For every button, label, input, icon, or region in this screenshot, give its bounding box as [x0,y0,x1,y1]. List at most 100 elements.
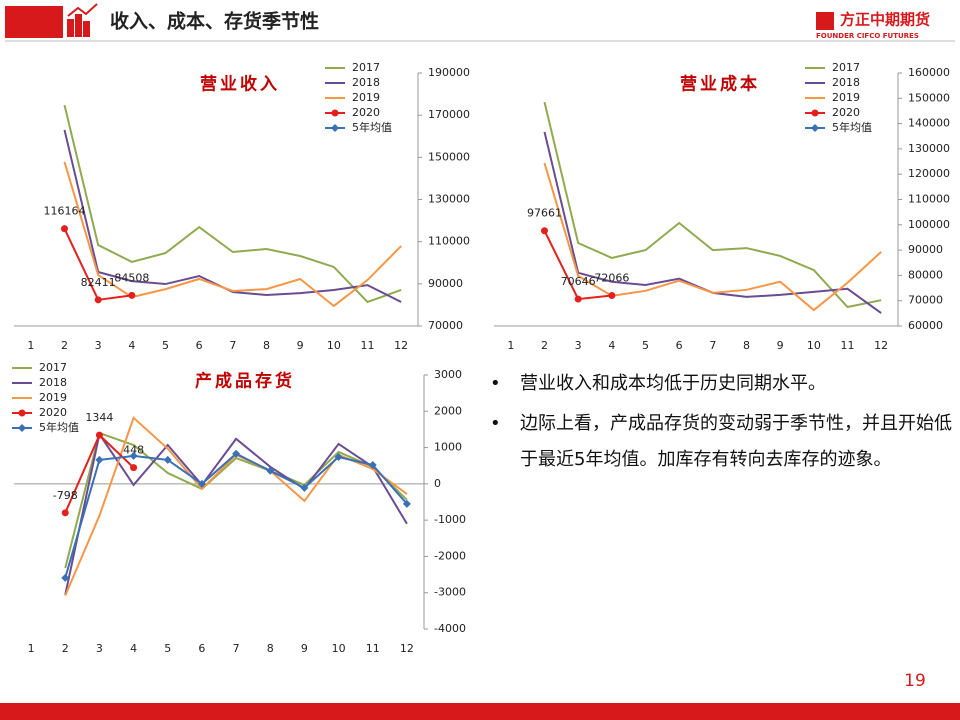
x-tick-label: 2 [62,642,69,655]
legend-marker [811,109,819,117]
data-label: 1344 [85,411,113,424]
data-point [130,464,138,472]
data-point [94,296,102,304]
header-block [5,6,63,38]
y-tick-label: 170000 [428,108,470,121]
y-tick-label: 90000 [428,277,463,290]
x-tick-label: 9 [777,339,784,352]
x-tick-label: 8 [743,339,750,352]
logo-text: 方正中期期货 [840,11,930,29]
legend-label: 2018 [352,76,380,89]
legend-marker [18,424,26,432]
x-tick-label: 12 [394,339,408,352]
y-tick-label: 140000 [908,117,950,130]
y-tick-label: 120000 [908,167,950,180]
data-label: 84508 [114,271,149,284]
data-point [368,460,377,469]
legend-marker [331,124,339,132]
series-line [64,431,408,569]
x-tick-label: 3 [575,339,582,352]
legend-label: 2020 [39,406,67,419]
data-label: 97661 [527,207,562,220]
y-tick-label: -3000 [434,586,466,599]
x-tick-label: 1 [28,642,35,655]
data-point [128,291,136,299]
x-tick-label: 6 [196,339,203,352]
bullet-list: 营业收入和成本均低于历史同期水平。 边际上看，产成品存货的变动弱于季节性，并且开… [488,366,956,482]
legend-label: 2017 [39,361,67,374]
x-tick-label: 10 [327,339,341,352]
y-tick-label: -1000 [434,513,466,526]
data-label: 72066 [594,271,629,284]
y-tick-label: 150000 [428,150,470,163]
x-tick-label: 2 [61,339,68,352]
y-tick-label: 160000 [908,66,950,79]
bullet: 边际上看，产成品存货的变动弱于季节性，并且开始低于最近5年均值。加库存有转向去库… [488,406,956,478]
y-tick-label: 130000 [908,142,950,155]
series-line [543,162,882,312]
series-line [64,416,408,597]
data-point [95,455,104,464]
y-tick-label: 190000 [428,66,470,79]
x-tick-label: 6 [676,339,683,352]
data-point [232,449,241,458]
legend-label: 2017 [352,61,380,74]
y-tick-label: 110000 [908,193,950,206]
data-point [95,431,103,439]
data-point [334,453,343,462]
data-point [574,295,582,303]
x-tick-label: 12 [400,642,414,655]
y-tick-label: 90000 [908,243,943,256]
y-tick-label: 70000 [428,319,463,332]
y-tick-label: 0 [434,477,441,490]
legend-label: 2019 [352,91,380,104]
header-title: 收入、成本、存货季节性 [110,10,319,33]
legend-label: 2019 [39,391,67,404]
header-icon [67,3,98,37]
y-tick-label: 110000 [428,235,470,248]
x-tick-label: 11 [361,339,375,352]
data-point [61,225,68,233]
series-line [63,228,132,301]
page-number: 19 [904,671,926,691]
legend-marker [331,109,339,117]
logo-subtext: FOUNDER CIFCO FUTURES [816,32,919,40]
x-tick-label: 5 [162,339,169,352]
y-tick-label: 80000 [908,268,943,281]
data-label: 448 [123,444,144,457]
chart-title: 营业成本 [680,74,760,95]
data-label: 82411 [81,276,116,289]
x-tick-label: 7 [233,642,240,655]
x-tick-label: 2 [541,339,548,352]
y-tick-label: 1000 [434,441,462,454]
series-line [63,129,402,303]
x-tick-label: 7 [229,339,236,352]
x-tick-label: 1 [507,339,514,352]
series-line [63,104,402,304]
data-label: -798 [53,489,78,502]
data-label: 70646 [561,275,596,288]
x-tick-label: 4 [130,642,137,655]
y-tick-label: 2000 [434,404,462,417]
data-point [163,455,172,464]
legend-label: 5年均值 [832,120,872,134]
legend-label: 2020 [352,106,380,119]
x-tick-label: 9 [301,642,308,655]
data-point [197,479,206,488]
data-point [61,509,69,517]
series-line [64,452,408,579]
data-point [61,573,70,582]
x-tick-label: 9 [297,339,304,352]
data-point [608,291,616,299]
x-tick-label: 11 [841,339,855,352]
legend-label: 2017 [832,61,860,74]
data-point [541,227,548,235]
bullet: 营业收入和成本均低于历史同期水平。 [488,366,956,402]
x-tick-label: 4 [128,339,135,352]
y-tick-label: 3000 [434,368,462,381]
x-tick-label: 7 [709,339,716,352]
x-tick-label: 10 [807,339,821,352]
y-tick-label: -2000 [434,549,466,562]
